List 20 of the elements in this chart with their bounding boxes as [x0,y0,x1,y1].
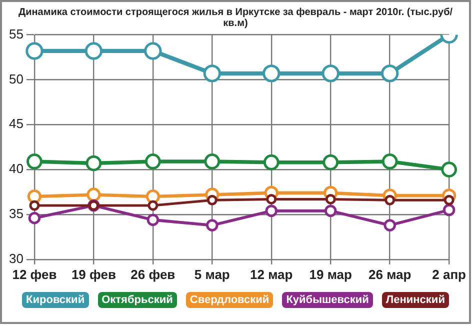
text: Свердловский [186,292,274,308]
x-tick-label: 26 фев [130,266,176,282]
x-tick-label: 19 фев [71,266,116,282]
y-tick-label: 40 [8,161,24,176]
text: Куйбышевский [282,292,373,308]
text: Кировский [22,292,89,308]
y-tick-label: 55 [8,26,24,42]
text: Ленинский [382,292,449,308]
x-tick-label: 19 мар [309,266,352,282]
x-tick-label: 2 апр [432,266,466,282]
x-tick-label: 12 фев [12,266,57,282]
x-tick-label: 12 мар [250,266,293,282]
x-tick-label: 5 мар [194,266,230,282]
x-tick-label: 26 мар [368,266,412,282]
y-tick-label: 35 [8,206,24,222]
y-tick-label: 30 [8,250,24,266]
chart-title: Динамика стоимости строящегося жилья в Иркутске за февраль - март 2010г. (тыс.руб/кв.м) [17,6,454,29]
y-tick-label: 50 [8,71,24,86]
y-tick-label: 45 [8,116,24,132]
text: Октябрьский [98,292,177,308]
